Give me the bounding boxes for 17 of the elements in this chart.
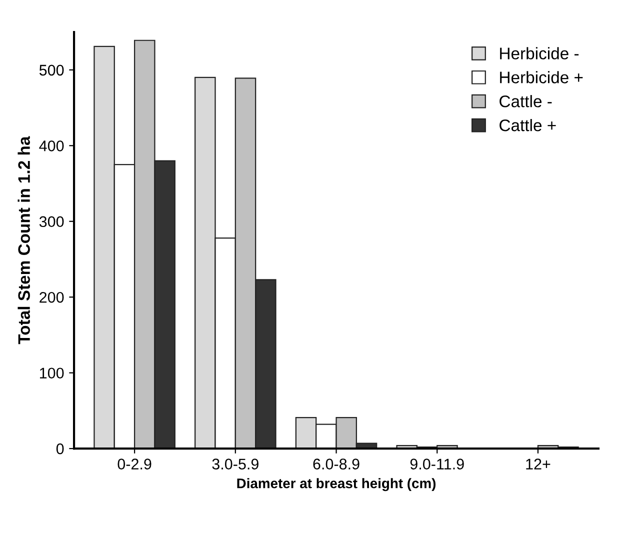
y-tick-label: 100 [40, 368, 64, 379]
legend-label: Herbicide - [500, 47, 579, 60]
y-tick-label: 300 [39, 216, 64, 228]
y-tick-label: 400 [39, 140, 64, 152]
y-axis-title: Total Stem Count in 1.2 ha [18, 136, 30, 344]
x-tick-label: 6.0-8.9 [313, 458, 360, 470]
legend-label: Cattle + [500, 119, 556, 132]
x-tick-label: 3.0-5.9 [212, 458, 258, 470]
x-axis-title: Diameter at breast height (cm) [237, 478, 436, 492]
x-tick-label: 9.0-11.9 [410, 458, 464, 470]
x-tick-label: 0-2.9 [118, 458, 152, 470]
y-tick-label: 200 [40, 292, 64, 303]
y-tick-label: 500 [39, 64, 64, 76]
legend-label: Cattle - [500, 95, 552, 108]
x-tick-label: 12+ [526, 458, 550, 470]
y-tick-label: 0 [56, 443, 64, 454]
legend-label: Herbicide + [500, 71, 583, 84]
